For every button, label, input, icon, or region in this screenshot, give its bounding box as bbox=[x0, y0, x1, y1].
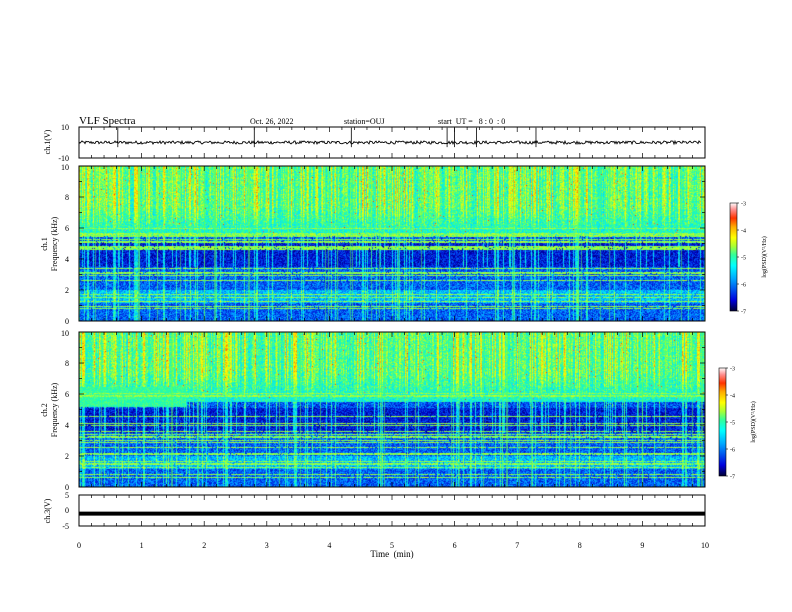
x-tick-label: 7 bbox=[515, 541, 519, 550]
ch2-spec-ytick-8: 8 bbox=[65, 359, 69, 368]
ch2-spec-ytick-6: 6 bbox=[65, 390, 69, 399]
ch2-spec-ytick-4: 4 bbox=[65, 421, 69, 430]
ch1-colorbar-ticks: -3 -4 -5 -6 -7 bbox=[737, 202, 746, 316]
ch1-spec-ytick-0: 0 bbox=[65, 317, 69, 326]
x-tick-label: 0 bbox=[77, 541, 81, 550]
colorbar-tick-label: -3 bbox=[741, 202, 746, 208]
ch1-waveform-line bbox=[79, 141, 701, 144]
ch1-spectrogram-image bbox=[79, 166, 705, 321]
colorbar-tick-label: -6 bbox=[730, 448, 735, 454]
ch1-ytick-top: 10 bbox=[61, 123, 69, 132]
ch1-spectrogram-panel: 0 2 4 6 8 10 ch.1 Frequency (kHz) bbox=[40, 163, 705, 326]
ch1-waveform-ylabel: ch.1(V) bbox=[43, 129, 52, 154]
ch1-waveform-panel: 10 -10 ch.1(V) bbox=[43, 123, 705, 163]
ch1-ytick-bottom: -10 bbox=[58, 154, 69, 163]
ch2-spectrogram-image bbox=[79, 332, 705, 487]
colorbar-tick-label: -4 bbox=[730, 394, 735, 400]
colorbar-tick-label: -5 bbox=[741, 256, 746, 262]
x-tick-label: 3 bbox=[265, 541, 269, 550]
x-tick-label: 10 bbox=[701, 541, 709, 550]
ch3-ytick-mid: 0 bbox=[65, 506, 69, 515]
colorbar-tick-label: -4 bbox=[741, 229, 746, 235]
chart-title: VLF Spectra bbox=[79, 115, 136, 127]
ch1-spec-ytick-6: 6 bbox=[65, 224, 69, 233]
x-tick-label: 4 bbox=[327, 541, 331, 550]
ch1-spec-ytick-4: 4 bbox=[65, 255, 69, 264]
ch2-colorbar-label: log(PSD)(V²/Hz) bbox=[750, 401, 757, 442]
ch1-waveform-trace bbox=[79, 128, 701, 147]
ch2-colorbar-ticks: -3 -4 -5 -6 -7 bbox=[726, 367, 735, 481]
colorbar-tick-label: -7 bbox=[730, 475, 735, 481]
ch2-spec-channel-label: ch.2 bbox=[40, 403, 49, 417]
x-tick-label: 1 bbox=[140, 541, 144, 550]
ch1-spec-ytick-10: 10 bbox=[61, 163, 69, 172]
ch1-colorbar-label: log(PSD)(V²/Hz) bbox=[761, 236, 768, 277]
ch2-spec-ylabel: Frequency (kHz) bbox=[50, 382, 59, 437]
x-tick-label: 8 bbox=[578, 541, 582, 550]
ch1-spec-ytick-8: 8 bbox=[65, 193, 69, 202]
colorbar-tick-label: -6 bbox=[741, 283, 746, 289]
ch3-waveform-x-ticks bbox=[79, 495, 705, 526]
ch2-colorbar-gradient bbox=[719, 368, 726, 476]
ch2-spec-ytick-2: 2 bbox=[65, 452, 69, 461]
x-tick-label: 9 bbox=[640, 541, 644, 550]
start-ut-label: start UT = 8 : 0 : 0 bbox=[438, 117, 505, 126]
ch2-colorbar: -3 -4 -5 -6 -7 log(PSD)(V²/Hz) bbox=[719, 367, 757, 481]
ch1-spec-channel-label: ch.1 bbox=[40, 237, 49, 251]
vlf-spectra-figure: VLF Spectra Oct. 26, 2022 station=OUJ st… bbox=[0, 0, 792, 612]
x-tick-label: 2 bbox=[202, 541, 206, 550]
ch3-ytick-bottom: -5 bbox=[62, 522, 69, 531]
x-tick-label: 6 bbox=[453, 541, 457, 550]
ch1-colorbar-gradient bbox=[730, 203, 737, 311]
ch1-colorbar: -3 -4 -5 -6 -7 log(PSD)(V²/Hz) bbox=[730, 202, 768, 316]
date-label: Oct. 26, 2022 bbox=[250, 117, 294, 126]
station-label: station=OUJ bbox=[344, 117, 385, 126]
x-axis-label: Time (min) bbox=[370, 549, 413, 559]
ch1-spec-ytick-2: 2 bbox=[65, 286, 69, 295]
ch1-spec-ylabel: Frequency (kHz) bbox=[50, 216, 59, 271]
ch3-waveform-panel: 5 0 -5 ch.3(V) bbox=[43, 491, 705, 531]
ch3-ytick-top: 5 bbox=[65, 491, 69, 500]
colorbar-tick-label: -7 bbox=[741, 310, 746, 316]
colorbar-tick-label: -5 bbox=[730, 421, 735, 427]
ch2-spectrogram-panel: 0 2 4 6 8 10 ch.2 Frequency (kHz) bbox=[40, 329, 705, 492]
colorbar-tick-label: -3 bbox=[730, 367, 735, 373]
ch3-waveform-ylabel: ch.3(V) bbox=[43, 498, 52, 523]
ch2-spec-ytick-10: 10 bbox=[61, 329, 69, 338]
